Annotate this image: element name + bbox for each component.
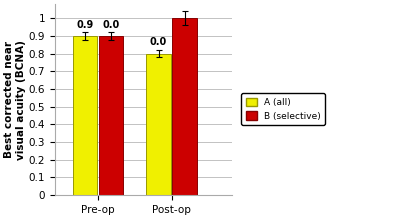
Bar <box>99 36 123 195</box>
Bar <box>147 54 171 195</box>
Text: 0.9: 0.9 <box>76 20 94 30</box>
Bar <box>73 36 97 195</box>
Y-axis label: Best corrected near
visual acuity (BCNA): Best corrected near visual acuity (BCNA) <box>4 40 26 160</box>
Text: 0.0: 0.0 <box>150 37 167 48</box>
Text: 0.0: 0.0 <box>102 20 120 30</box>
Bar <box>173 18 197 195</box>
Legend: A (all), B (selective): A (all), B (selective) <box>241 93 325 125</box>
